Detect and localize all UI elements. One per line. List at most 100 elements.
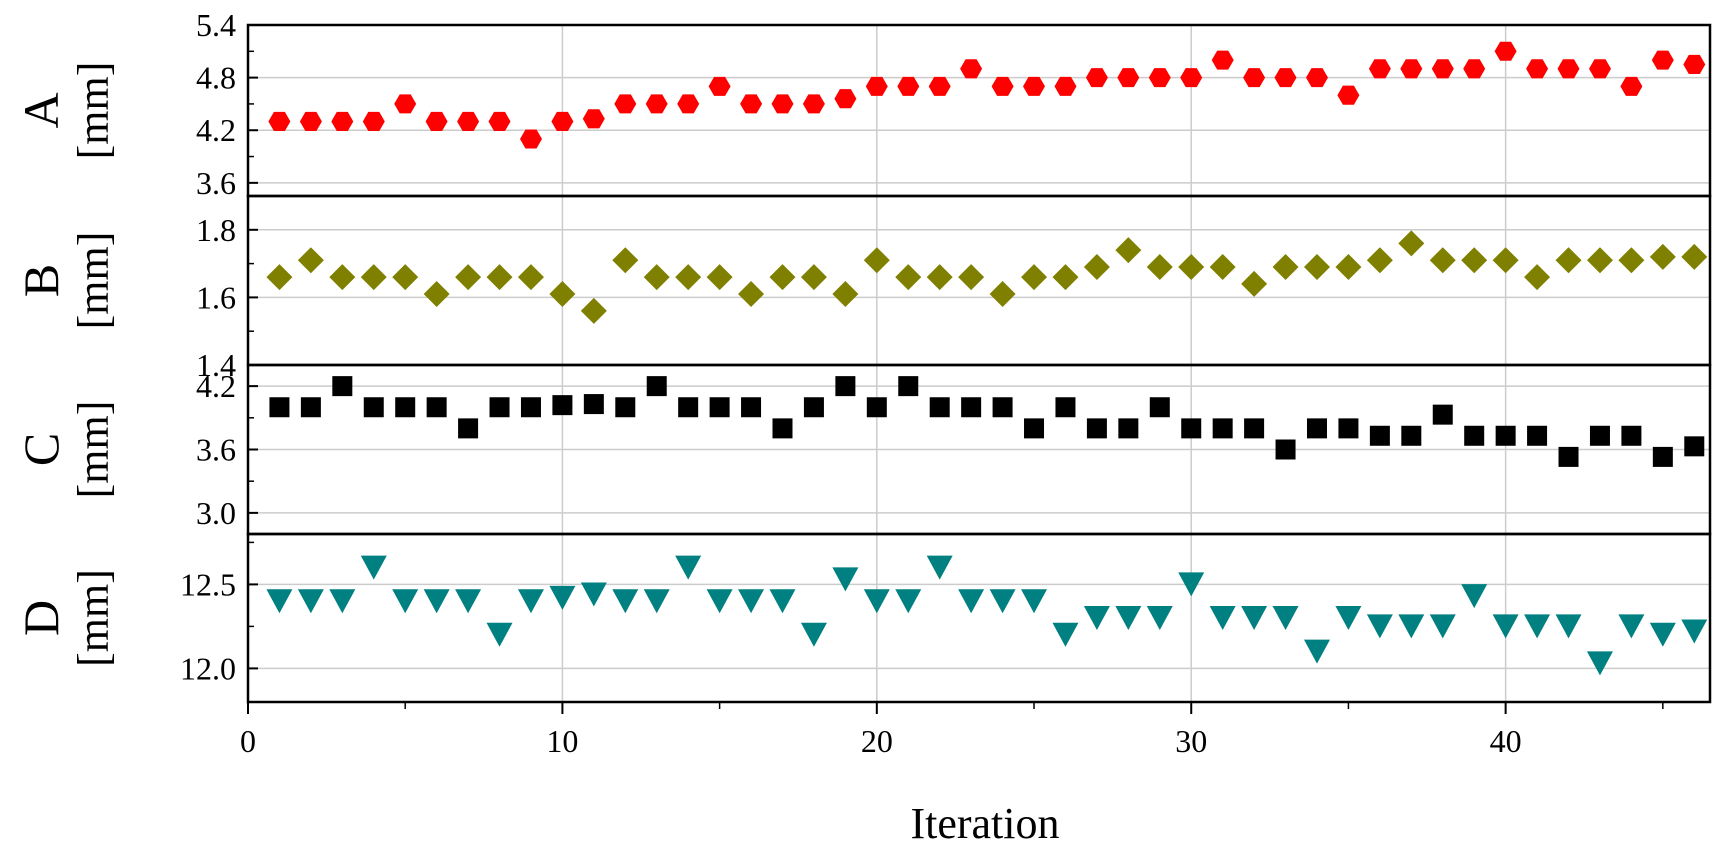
point-d [517, 589, 544, 614]
point-b [612, 247, 639, 274]
point-d [1146, 606, 1173, 630]
point-a [928, 76, 951, 96]
y-tick-label: 4.8 [196, 60, 236, 96]
point-a [740, 94, 763, 114]
point-d [1021, 589, 1048, 614]
point-a [1211, 50, 1234, 70]
point-a [457, 111, 480, 131]
point-d [329, 589, 356, 614]
point-a [1337, 85, 1360, 105]
point-a [1274, 68, 1297, 88]
point-c [1432, 404, 1453, 425]
point-c [1684, 436, 1705, 457]
point-b [1586, 247, 1613, 274]
point-d [1398, 614, 1425, 639]
point-b [989, 281, 1016, 308]
point-b [329, 264, 356, 291]
point-d [1555, 614, 1582, 639]
point-d [863, 589, 890, 614]
x-tick-label: 10 [546, 723, 578, 759]
point-a [1400, 59, 1423, 79]
y-tick-label: 1.4 [196, 347, 236, 383]
point-d [1272, 606, 1299, 630]
point-b [1303, 253, 1330, 280]
point-a [1085, 68, 1108, 88]
point-a [1180, 68, 1203, 88]
point-d [1618, 614, 1645, 639]
point-b [1241, 270, 1268, 297]
panel-frame-d [246, 532, 1712, 704]
point-a [1589, 59, 1611, 79]
point-c [709, 397, 730, 418]
point-a [645, 94, 668, 114]
point-d [1524, 614, 1551, 639]
y-tick-label: 12.0 [180, 650, 236, 686]
point-b [863, 247, 890, 274]
point-a [802, 94, 825, 114]
point-c [866, 397, 887, 418]
point-d [392, 589, 419, 614]
point-d [1209, 606, 1236, 630]
point-d [1052, 622, 1079, 647]
point-c [1621, 425, 1642, 446]
point-d [1492, 614, 1519, 639]
grid [247, 25, 1710, 702]
point-b [1461, 247, 1488, 274]
point-c [803, 397, 824, 418]
point-d [1335, 606, 1362, 630]
point-b [832, 281, 859, 308]
panel-label-b: B [13, 264, 69, 297]
point-a [897, 76, 920, 96]
point-a [1148, 68, 1171, 88]
point-c [1589, 425, 1610, 446]
point-a [960, 59, 983, 79]
point-d [486, 622, 513, 647]
point-d [1366, 614, 1393, 639]
point-d [738, 589, 765, 614]
point-a [991, 76, 1014, 96]
point-a [268, 111, 291, 131]
point-c [1024, 418, 1045, 439]
y-tick-label: 12.5 [180, 566, 236, 602]
point-d [769, 589, 796, 614]
point-b [266, 264, 293, 291]
point-d [360, 555, 387, 580]
point-b [423, 281, 450, 308]
point-b [1178, 253, 1205, 280]
point-a [1557, 59, 1580, 79]
point-d [958, 589, 985, 614]
panel-unit-label: [mm] [69, 62, 118, 160]
point-b [800, 264, 827, 291]
point-d [1115, 606, 1142, 630]
point-b [926, 264, 953, 291]
point-a [1306, 68, 1328, 88]
point-c [1338, 418, 1359, 439]
point-c [1306, 418, 1327, 439]
point-b [1618, 247, 1645, 274]
point-d [800, 622, 827, 647]
x-tick-label: 0 [240, 723, 256, 759]
point-d [643, 589, 670, 614]
point-b [1115, 237, 1142, 264]
point-c [898, 376, 919, 397]
point-c [1244, 418, 1265, 439]
point-d [1649, 622, 1676, 647]
point-b [1649, 243, 1676, 270]
point-c [1464, 425, 1485, 446]
point-b [1021, 264, 1048, 291]
point-c [363, 397, 384, 418]
point-a [1683, 54, 1706, 74]
point-c [458, 418, 479, 439]
x-tick-label: 20 [861, 723, 893, 759]
point-a [1117, 68, 1140, 88]
point-c [1212, 418, 1233, 439]
point-c [1086, 418, 1107, 439]
point-b [392, 264, 419, 291]
point-b [360, 264, 387, 291]
point-c [678, 397, 699, 418]
point-c [332, 376, 353, 397]
point-c [1149, 397, 1170, 418]
point-d [549, 585, 576, 610]
point-a [425, 111, 448, 131]
